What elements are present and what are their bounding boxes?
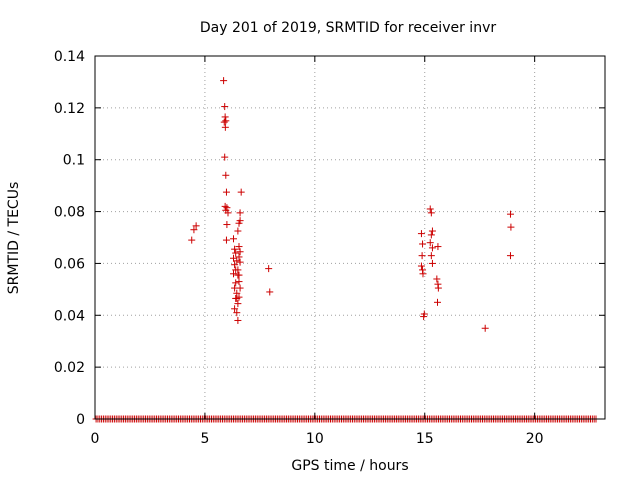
data-point [237, 188, 245, 196]
x-axis-title: GPS time / hours [291, 458, 408, 474]
data-point [236, 209, 244, 217]
data-point [426, 239, 434, 247]
data-point [221, 202, 229, 210]
y-tick-label: 0.06 [54, 256, 85, 272]
x-tick-label: 5 [200, 431, 209, 447]
data-point [223, 221, 231, 229]
data-point [234, 227, 242, 235]
data-point [190, 226, 198, 234]
data-point [506, 210, 514, 218]
plot-frame [94, 55, 606, 420]
data-point [420, 310, 428, 318]
data-point [507, 223, 515, 231]
y-tick-labels: 0 0.02 0.04 0.06 0.08 0.1 0.12 0.14 [54, 49, 85, 428]
data-point [222, 117, 230, 125]
data-point [188, 236, 196, 244]
data-point [236, 248, 244, 256]
data-point [232, 279, 240, 287]
y-tick-label: 0 [76, 412, 85, 428]
data-point [427, 209, 435, 217]
grid-lines [95, 56, 605, 419]
y-tick-label: 0.12 [54, 101, 85, 117]
data-point [234, 300, 242, 308]
axis-ticks [94, 55, 605, 420]
data-point [229, 235, 237, 243]
data-point [231, 245, 239, 253]
y-tick-label: 0.14 [54, 49, 85, 65]
data-point [419, 240, 427, 248]
data-point [220, 77, 228, 85]
x-tick-label: 15 [416, 431, 434, 447]
data-point [192, 222, 200, 230]
data-point [224, 209, 232, 217]
data-point [233, 257, 241, 265]
data-point [427, 252, 435, 260]
data-points [92, 77, 600, 423]
data-point [433, 298, 441, 306]
data-point [221, 153, 229, 161]
data-point [233, 294, 241, 302]
data-point [231, 261, 239, 269]
data-point [222, 188, 230, 196]
data-point [434, 243, 442, 251]
data-point [433, 275, 441, 283]
data-point [220, 118, 228, 126]
data-point [236, 217, 244, 225]
data-point [236, 284, 244, 292]
data-point [428, 259, 436, 267]
data-point [222, 171, 230, 179]
data-point [418, 252, 426, 260]
data-point [417, 230, 425, 238]
y-axis-title: SRMTID / TECUs [6, 182, 22, 295]
data-point [231, 305, 239, 313]
data-point [235, 271, 243, 279]
y-tick-label: 0.02 [54, 360, 85, 376]
data-point [221, 103, 229, 111]
data-point [233, 309, 241, 317]
x-tick-label: 20 [526, 431, 544, 447]
data-point [506, 252, 514, 260]
data-point [221, 113, 229, 121]
data-point [234, 266, 242, 274]
chart-title: Day 201 of 2019, SRMTID for receiver inv… [200, 20, 496, 36]
data-point [434, 284, 442, 292]
x-tick-label: 10 [306, 431, 324, 447]
y-tick-label: 0.1 [63, 153, 85, 169]
data-point [232, 249, 240, 257]
data-point [426, 205, 434, 213]
x-tick-label: 0 [91, 431, 100, 447]
data-point [481, 324, 489, 332]
data-point [235, 253, 243, 261]
data-point [428, 244, 436, 252]
data-point [266, 288, 274, 296]
data-point [235, 243, 243, 251]
data-point [265, 265, 273, 273]
data-point [427, 231, 435, 239]
y-tick-label: 0.04 [54, 308, 85, 324]
data-point [428, 227, 436, 235]
y-tick-label: 0.08 [54, 205, 85, 221]
data-point [417, 262, 425, 270]
data-point [236, 258, 244, 266]
data-point [235, 278, 243, 286]
data-point [234, 316, 242, 324]
data-point [221, 123, 229, 131]
data-point [419, 270, 427, 278]
data-point [229, 270, 237, 278]
data-point [222, 236, 230, 244]
x-tick-labels: 0 5 10 15 20 [91, 431, 544, 447]
